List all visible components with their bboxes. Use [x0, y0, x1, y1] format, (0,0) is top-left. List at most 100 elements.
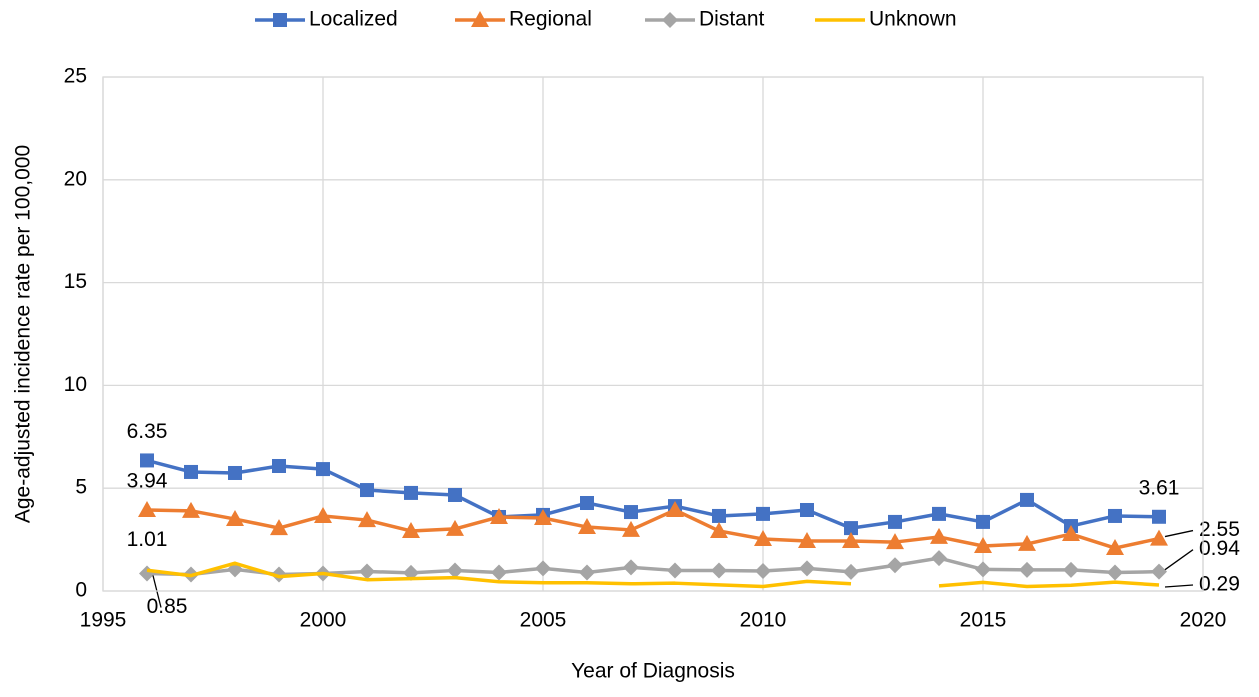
- point: [272, 458, 286, 473]
- point: [843, 563, 859, 580]
- data-label: 3.61: [1139, 476, 1180, 499]
- point: [886, 533, 904, 550]
- point: [1018, 534, 1036, 551]
- x-tick-label: 2005: [520, 609, 567, 632]
- point: [1020, 492, 1034, 507]
- x-tick-label: 1995: [80, 609, 127, 632]
- point: [930, 527, 948, 544]
- point: [975, 561, 991, 578]
- y-tick-label: 5: [75, 476, 87, 499]
- point: [842, 532, 860, 549]
- y-tick-label: 10: [64, 373, 87, 396]
- data-label: 0.85: [147, 595, 188, 618]
- point: [182, 501, 200, 518]
- point: [711, 562, 727, 579]
- point: [579, 564, 595, 581]
- data-label: 0.94: [1199, 537, 1240, 560]
- point: [624, 505, 638, 520]
- point: [534, 509, 552, 526]
- series-line: [146, 458, 1160, 530]
- point: [799, 560, 815, 577]
- point: [712, 508, 726, 523]
- point: [754, 529, 772, 546]
- point: [1150, 529, 1168, 546]
- point: [931, 550, 947, 567]
- point: [402, 521, 420, 538]
- point: [404, 485, 418, 500]
- point: [755, 563, 771, 580]
- point: [1108, 508, 1122, 523]
- point: [358, 511, 376, 528]
- point: [844, 521, 858, 536]
- y-tick-label: 25: [64, 65, 87, 88]
- x-tick-label: 2020: [1180, 609, 1227, 632]
- point: [490, 507, 508, 524]
- legend-label: Distant: [699, 8, 765, 31]
- point: [447, 562, 463, 579]
- point: [667, 562, 683, 579]
- point: [359, 563, 375, 580]
- point: [623, 559, 639, 576]
- point: [139, 565, 155, 582]
- series-line: [146, 561, 1160, 589]
- label-leader: [1164, 549, 1194, 571]
- point: [976, 514, 990, 529]
- y-tick-label: 0: [75, 579, 87, 602]
- point: [228, 465, 242, 480]
- plot-border: [102, 76, 1204, 592]
- point: [1151, 563, 1167, 580]
- legend-marker: [662, 12, 678, 28]
- point: [1062, 525, 1080, 542]
- point: [932, 506, 946, 521]
- point: [270, 519, 288, 536]
- point: [1019, 561, 1035, 578]
- point: [446, 519, 464, 536]
- point: [140, 453, 154, 468]
- label-leader: [1164, 584, 1194, 588]
- legend-label: Regional: [509, 8, 592, 31]
- data-label: 0.29: [1199, 573, 1240, 596]
- data-label: 6.35: [127, 420, 168, 443]
- label-leader: [1164, 529, 1194, 538]
- legend-marker: [471, 11, 489, 27]
- point: [888, 514, 902, 529]
- point: [800, 502, 814, 517]
- series-line: [146, 508, 1160, 550]
- y-tick-label: 15: [64, 270, 87, 293]
- data-label: 1.01: [127, 528, 168, 551]
- point: [974, 536, 992, 553]
- data-label: 3.94: [127, 470, 168, 493]
- y-axis-title: Age-adjusted incidence rate per 100,000: [12, 145, 35, 523]
- legend-label: Localized: [309, 8, 398, 31]
- point: [798, 532, 816, 549]
- x-tick-label: 2015: [960, 609, 1007, 632]
- x-axis-title: Year of Diagnosis: [571, 660, 735, 683]
- y-tick-label: 20: [64, 167, 87, 190]
- point: [887, 557, 903, 574]
- point: [1106, 539, 1124, 556]
- point: [1107, 564, 1123, 581]
- point: [578, 518, 596, 535]
- legend-label: Unknown: [869, 8, 957, 31]
- legend-marker: [273, 13, 287, 27]
- point: [184, 464, 198, 479]
- data-label: 2.55: [1199, 518, 1240, 541]
- point: [710, 521, 728, 538]
- point: [1063, 561, 1079, 578]
- point: [271, 566, 287, 583]
- series-line: [146, 556, 1160, 577]
- x-tick-label: 2000: [300, 609, 347, 632]
- point: [316, 462, 330, 477]
- point: [138, 500, 156, 517]
- point: [666, 500, 684, 517]
- point: [756, 506, 770, 521]
- point: [314, 506, 332, 523]
- point: [622, 520, 640, 537]
- point: [360, 483, 374, 498]
- point: [491, 564, 507, 581]
- point: [535, 560, 551, 577]
- point: [1152, 509, 1166, 524]
- point: [226, 510, 244, 527]
- point: [448, 487, 462, 502]
